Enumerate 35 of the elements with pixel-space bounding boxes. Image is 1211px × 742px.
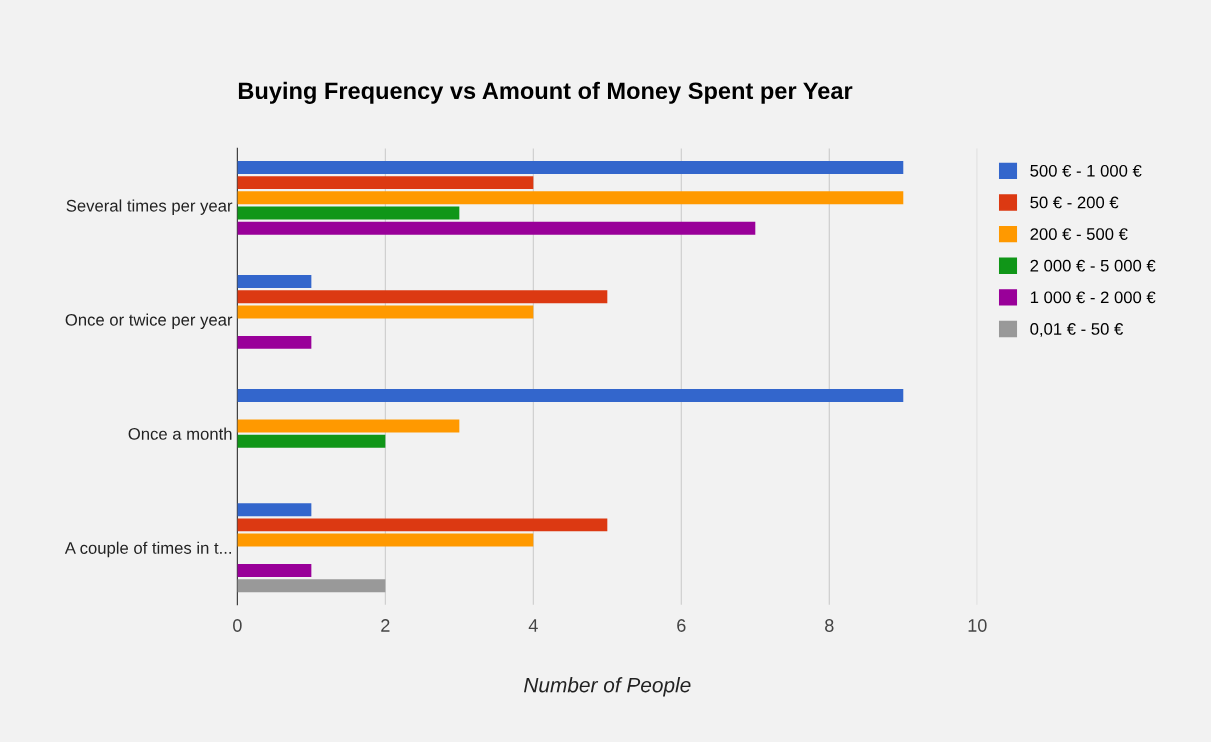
x-tick-label: 2 [381,619,390,632]
legend-label: 0,01 € - 50 € [1030,323,1124,337]
bar [237,160,904,174]
bar [237,533,534,547]
chart-title: Buying Frequency vs Amount of Money Spent per Year [238,81,853,104]
y-tick-label: Once or twice per year [65,313,233,330]
y-tick-label: A couple of times in t... [64,541,231,558]
bar [237,434,386,448]
bar [237,518,608,532]
bar [237,579,386,593]
legend-label: 50 € - 200 € [1030,196,1119,209]
bar [237,206,460,220]
x-tick-label: 8 [825,619,834,632]
legend-label: 500 € - 1 000 € [1030,164,1142,177]
bar [237,176,534,190]
bar [237,290,608,304]
x-tick-label: 0 [233,619,242,632]
bar [237,191,904,205]
bar [237,305,534,319]
bar [237,564,312,577]
x-axis-title: Number of People [524,677,691,697]
bar [237,221,756,235]
legend-label: 200 € - 500 € [1030,228,1128,240]
y-tick-label: Once a month [128,427,232,440]
x-tick-label: 10 [968,619,987,632]
y-tick-label: Several times per year [66,199,233,215]
bar [237,503,312,517]
bar [237,335,312,349]
x-tick-label: 6 [677,619,686,632]
x-tick-label: 4 [528,619,538,632]
bar [237,275,312,288]
legend-label: 2 000 € - 5 000 € [1030,259,1156,272]
bar [237,389,904,403]
legend-label: 1 000 € - 2 000 € [1030,291,1156,304]
bar [237,419,460,433]
